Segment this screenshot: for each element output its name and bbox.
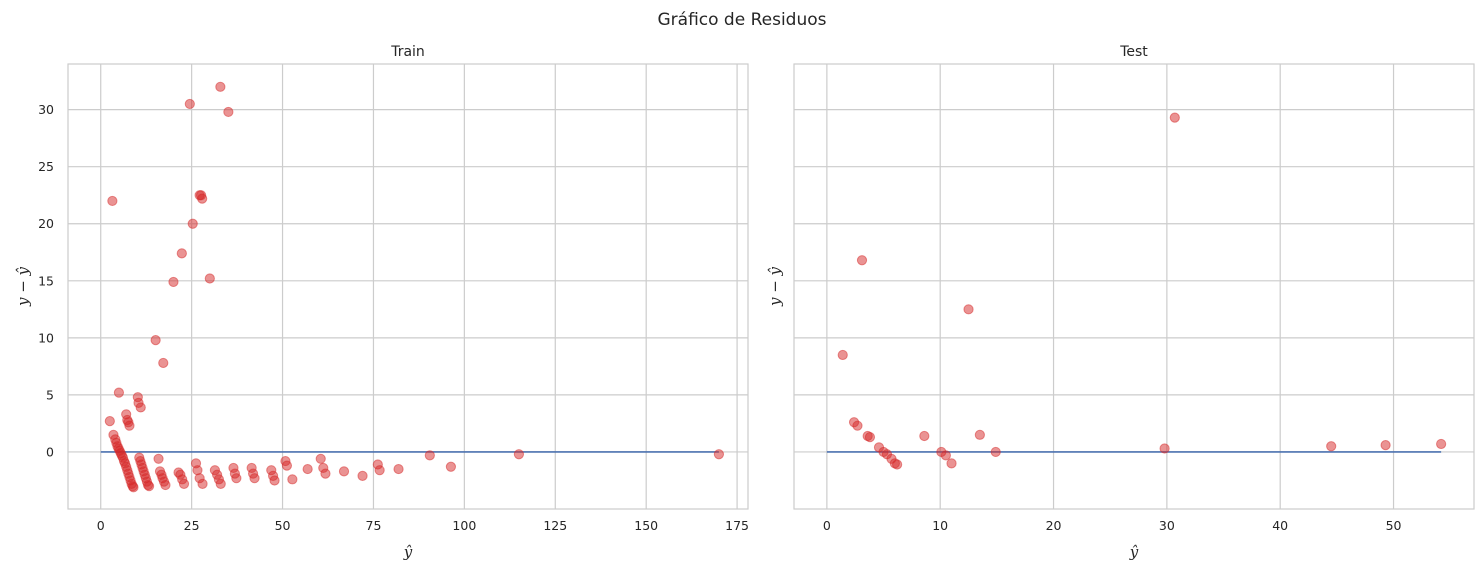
train-residual-point <box>135 402 146 413</box>
train-residual-point <box>445 461 457 472</box>
train-panel: 0 25 50 75 100 125 150 175 0 5 10 15 20 25 30 Train ŷ y −… <box>14 44 749 561</box>
test-residual-point <box>864 432 876 443</box>
train-residual-point <box>124 420 135 431</box>
train-residual-point <box>374 465 385 476</box>
train-y-tick-label: 30 <box>38 102 54 117</box>
train-residual-point <box>215 81 226 92</box>
test-residual-point <box>837 349 848 361</box>
test-x-tick-label: 10 <box>932 518 948 533</box>
train-residual-point <box>187 218 198 229</box>
train-residual-point <box>160 479 171 491</box>
train-x-tick-label: 125 <box>543 518 567 533</box>
train-residual-point <box>197 193 208 204</box>
test-panel: 0 10 20 30 40 50 Test ŷ y − ŷ <box>766 44 1475 561</box>
train-x-tick-label: 75 <box>366 518 382 533</box>
test-residual-point <box>856 255 868 266</box>
test-x-axis-label: ŷ <box>1129 543 1139 561</box>
figure-title: Gráfico de Residuos <box>657 10 826 30</box>
test-residual-point <box>1436 438 1447 450</box>
train-residual-point <box>184 98 195 110</box>
train-residual-point <box>176 248 187 259</box>
train-residual-point <box>204 273 215 284</box>
test-residual-point <box>990 446 1001 458</box>
train-residual-point <box>197 478 208 489</box>
train-residual-point <box>223 106 234 118</box>
train-x-tick-label: 0 <box>97 518 105 533</box>
train-residual-point <box>128 482 139 493</box>
train-residual-point <box>215 478 226 489</box>
train-y-tick-label: 15 <box>38 273 54 288</box>
test-residual-point <box>974 429 985 440</box>
train-residual-point <box>713 449 725 460</box>
train-x-tick-label: 175 <box>725 518 749 533</box>
test-residual-point <box>852 420 863 431</box>
train-residual-point <box>287 474 298 485</box>
train-y-axis-label: y − ŷ <box>14 266 32 307</box>
train-residual-point <box>150 335 161 346</box>
train-residual-point <box>315 453 326 464</box>
test-residual-point <box>946 458 957 469</box>
train-x-tick-label: 150 <box>634 518 658 533</box>
train-residual-point <box>231 473 242 484</box>
test-residual-point <box>919 430 930 442</box>
train-residual-point <box>178 478 190 489</box>
test-x-tick-label: 20 <box>1046 518 1062 533</box>
test-residual-point <box>892 459 903 470</box>
test-x-tick-label: 40 <box>1272 518 1288 533</box>
train-residual-point <box>153 453 164 464</box>
train-x-tick-label: 50 <box>275 518 291 533</box>
test-residual-point <box>1380 440 1391 451</box>
train-residual-point <box>281 460 293 471</box>
train-y-tick-label: 20 <box>38 216 54 231</box>
test-residual-point <box>1169 112 1180 123</box>
train-x-axis-label: ŷ <box>403 543 413 561</box>
train-residual-point <box>513 449 525 460</box>
train-x-tick-label: 25 <box>184 518 200 533</box>
train-residual-point <box>143 481 155 492</box>
train-x-tick-label: 100 <box>452 518 476 533</box>
train-residual-point <box>249 473 260 484</box>
train-y-tick-label: 10 <box>38 330 54 345</box>
train-residual-point <box>269 475 280 486</box>
train-y-tick-label: 5 <box>46 387 54 402</box>
train-y-tick-label: 25 <box>38 159 54 174</box>
test-residual-point <box>1326 441 1337 452</box>
train-y-tick-label: 0 <box>46 444 54 459</box>
train-residual-point <box>302 463 313 475</box>
test-axes-frame <box>793 63 1475 510</box>
test-x-tick-label: 50 <box>1386 518 1402 533</box>
train-residual-point <box>107 195 118 207</box>
train-residual-point <box>168 276 179 288</box>
test-residual-point <box>1159 443 1170 454</box>
test-y-axis-label: y − ŷ <box>766 266 784 307</box>
train-panel-title: Train <box>390 44 425 60</box>
train-axes-frame <box>67 63 749 510</box>
train-residual-point <box>158 357 169 369</box>
test-residual-point <box>963 304 974 315</box>
train-residual-point <box>104 416 115 427</box>
train-residual-point <box>338 466 350 477</box>
test-residual-point <box>940 450 951 461</box>
train-residual-point <box>424 450 435 461</box>
test-panel-title: Test <box>1119 44 1148 60</box>
train-residual-point <box>113 387 125 398</box>
train-residual-point <box>357 470 368 482</box>
train-residual-point <box>320 468 331 479</box>
train-residual-point <box>393 463 404 475</box>
test-x-tick-label: 0 <box>823 518 831 533</box>
test-x-tick-label: 30 <box>1159 518 1175 533</box>
